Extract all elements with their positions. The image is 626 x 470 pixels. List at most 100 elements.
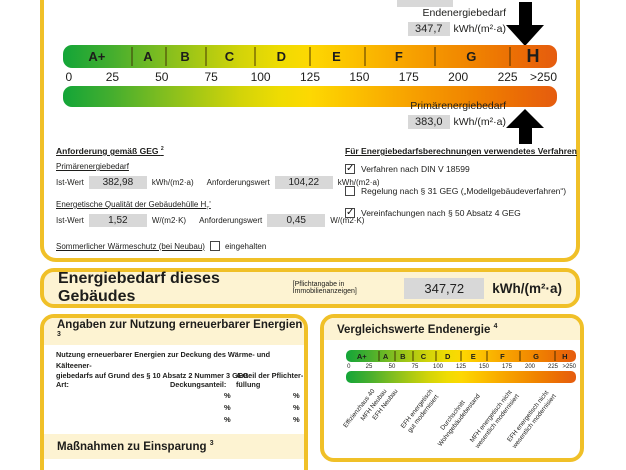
renewables-title: Angaben zur Nutzung erneuerbarer Energie…: [57, 319, 304, 344]
renewables-title-sup: 3: [57, 331, 61, 339]
class-a: A: [143, 49, 153, 64]
class-g: G: [466, 49, 477, 64]
duty-pct-3: %: [293, 415, 300, 424]
primary-energy-value: 383,0: [407, 115, 450, 129]
cmp-tick-50: 50: [388, 363, 396, 370]
comparison-labels: Effizienzhaus 40 MFH Neubau EFH Neubau E…: [342, 388, 576, 458]
tick-75: 75: [204, 70, 218, 84]
endenergy-value-row: 347,7 kWh/(m²·a): [330, 22, 506, 36]
banner-unit: kWh/(m²·a): [492, 280, 562, 296]
class-a-plus: A+: [88, 49, 106, 64]
envelope-req-value: 0,45: [267, 214, 326, 227]
tick-250plus: >250: [529, 70, 557, 84]
building-energy-demand-banner: Energiebedarf dieses Gebäudes [Pflichtan…: [40, 268, 580, 308]
energy-class-letter-band: A+ A B C D E F G H: [63, 45, 557, 68]
cmp-tick-175: 175: [501, 363, 513, 370]
cmp-class-b: B: [400, 351, 406, 361]
ist-wert-label-2: Ist-Wert: [56, 216, 84, 225]
measures-title: Maßnahmen zu Einsparung 3: [57, 440, 214, 453]
cmp-tick-250plus: >250: [562, 363, 576, 370]
cmp-class-c: C: [420, 351, 427, 361]
cmp-tick-125: 125: [455, 363, 467, 370]
requirements-title-sup: 2: [160, 146, 164, 153]
primary-req-unit: kWh/(m2·a): [337, 178, 380, 187]
renewables-header-band: Angaben zur Nutzung erneuerbarer Energie…: [44, 318, 304, 345]
banner-title: Energiebedarf dieses Gebäudes: [58, 270, 220, 305]
tick-225: 225: [497, 70, 518, 84]
method-item-par31: Regelung nach § 31 GEG („Modellgebäudeve…: [345, 186, 566, 196]
primary-req-value: 104,22: [274, 176, 333, 189]
cmp-class-h: H: [562, 351, 568, 361]
primary-ist-unit: kWh/(m2·a): [151, 178, 194, 187]
method-checkbox-par50[interactable]: ✓: [345, 207, 355, 218]
primary-ist-value: 382,98: [88, 176, 147, 189]
summer-heat-heading: Sommerlicher Wärmeschutz (bei Neubau): [56, 241, 205, 251]
comparison-gradient-bar: [346, 371, 576, 383]
tick-25: 25: [105, 70, 120, 84]
method-item-par50: ✓ Vereinfachungen nach § 50 Absatz 4 GEG: [345, 208, 521, 218]
renewables-title-text: Angaben zur Nutzung erneuerbarer Energie…: [57, 319, 303, 332]
envelope-ist-value: 1,52: [88, 214, 147, 227]
cmp-class-f: F: [500, 351, 505, 361]
cmp-tick-225: 225: [547, 363, 559, 370]
method-checkbox-din18599[interactable]: ✓: [345, 163, 355, 174]
tick-50: 50: [155, 70, 169, 84]
comparison-letter-band: A+ A B C D E F G H: [346, 350, 576, 362]
tick-100: 100: [250, 70, 271, 84]
comparison-title-text: Vergleichswerte Endenergie: [337, 323, 491, 336]
summer-heat-protection-row: Sommerlicher Wärmeschutz (bei Neubau) ei…: [56, 241, 266, 251]
cmp-label-efh-modernisiert: EFH energetisch gut modernisiert: [399, 388, 440, 434]
requirements-title: Anforderung gemäß GEG 2: [56, 146, 164, 156]
renewables-intro: Nutzung erneuerbarer Energien zur Deckun…: [56, 350, 300, 382]
cmp-tick-100: 100: [432, 363, 444, 370]
energy-class-scale: A+ A B C D E F G H 0 25 50 75 100 125 15…: [63, 45, 557, 107]
envelope-ist-unit: W/(m2·K): [151, 216, 187, 225]
tick-200: 200: [448, 70, 469, 84]
primary-energy-unit: kWh/(m²·a): [453, 116, 507, 128]
summer-heat-checkbox[interactable]: [209, 241, 220, 251]
renewables-col-share: Deckungsanteil:: [170, 380, 227, 389]
methods-title: Für Energiebedarfsberechnungen verwendet…: [345, 146, 577, 156]
comparison-scale: A+ A B C D E F G H 0 25 50 75 100 125 15…: [346, 350, 576, 383]
cmp-tick-0: 0: [347, 363, 351, 370]
endenergy-label: Endenergiebedarf: [422, 7, 506, 19]
method-label-din18599: Verfahren nach DIN V 18599: [361, 164, 470, 174]
envelope-quality-heading: Energetische Qualität der Gebäudehülle H…: [56, 200, 211, 212]
cutoff-value-box: [397, 0, 453, 7]
share-pct-1: %: [224, 391, 231, 400]
method-item-din18599: ✓ Verfahren nach DIN V 18599: [345, 164, 470, 174]
cmp-tick-25: 25: [365, 363, 373, 370]
summer-heat-label: eingehalten: [224, 241, 267, 251]
class-h-current: H: [526, 46, 540, 66]
primary-requirement-heading: Primärenergiebedarf: [56, 162, 129, 171]
envelope-requirement-row: Ist-Wert 1,52 W/(m2·K) Anforderungswert …: [56, 214, 364, 227]
energy-gradient-bar: [63, 86, 557, 107]
renewables-intro-line2: giebedarfs auf Grund des § 10 Absatz 2 N…: [56, 371, 249, 381]
envelope-heading-sub: T: [206, 206, 210, 212]
class-c: C: [224, 49, 235, 64]
class-e: E: [332, 49, 341, 64]
cmp-class-e: E: [470, 351, 476, 361]
primary-requirement-row: Ist-Wert 382,98 kWh/(m2·a) Anforderungsw…: [56, 176, 380, 189]
primary-energy-label: Primärenergiebedarf: [410, 100, 506, 112]
requirements-title-text: Anforderung gemäß GEG: [56, 146, 159, 156]
measures-title-text: Maßnahmen zu Einsparung: [57, 440, 207, 453]
comparison-header-band: Vergleichswerte Endenergie 4: [324, 318, 580, 340]
method-checkbox-par31[interactable]: [345, 186, 355, 196]
banner-note: [Pflichtangabe in Immobilienanzeigen]: [292, 281, 357, 295]
duty-pct-2: %: [293, 403, 300, 412]
tick-150: 150: [349, 70, 370, 84]
anforderungswert-label-2: Anforderungswert: [199, 216, 263, 225]
duty-pct-1: %: [293, 391, 300, 400]
endenergy-arrow-down-icon: [506, 2, 544, 46]
cmp-class-g: G: [533, 351, 540, 361]
duty-col-line1: Anteil der Pflichter-: [236, 371, 304, 380]
measures-header-band: Maßnahmen zu Einsparung 3: [44, 434, 304, 459]
cmp-tick-75: 75: [411, 363, 419, 370]
duty-col-line2: füllung: [236, 380, 261, 390]
share-pct-3: %: [224, 415, 231, 424]
renewables-col-duty: Anteil der Pflichter- füllung: [236, 371, 303, 390]
tick-125: 125: [299, 70, 321, 84]
ist-wert-label: Ist-Wert: [56, 178, 84, 187]
tick-0: 0: [65, 70, 73, 84]
